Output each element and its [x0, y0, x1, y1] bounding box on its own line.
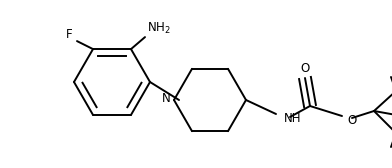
Text: F: F [66, 28, 72, 41]
Text: O: O [300, 61, 310, 74]
Text: NH: NH [284, 113, 301, 125]
Text: N: N [162, 93, 171, 106]
Text: O: O [347, 114, 356, 127]
Text: NH$_2$: NH$_2$ [147, 20, 171, 36]
